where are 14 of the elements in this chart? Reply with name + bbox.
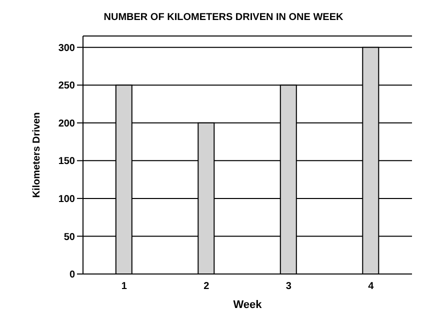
- y-tick-label: 150: [58, 156, 76, 168]
- chart-title: NUMBER OF KILOMETERS DRIVEN IN ONE WEEK: [102, 12, 344, 23]
- y-tick-label: 100: [58, 194, 76, 205]
- x-tick-label: 3: [286, 281, 292, 292]
- y-axis-title: Kilometers Driven: [32, 112, 43, 198]
- y-tick-label: 50: [64, 232, 76, 243]
- y-tick-label: 250: [58, 80, 76, 92]
- y-tick-label: 300: [58, 42, 76, 54]
- y-tick-label: 0: [69, 270, 76, 281]
- x-axis-title: Week: [233, 299, 263, 311]
- x-tick-label: 2: [204, 281, 210, 292]
- y-tick-label: 200: [58, 118, 76, 130]
- x-tick-label: 1: [121, 281, 128, 292]
- x-tick-label: 4: [368, 281, 374, 292]
